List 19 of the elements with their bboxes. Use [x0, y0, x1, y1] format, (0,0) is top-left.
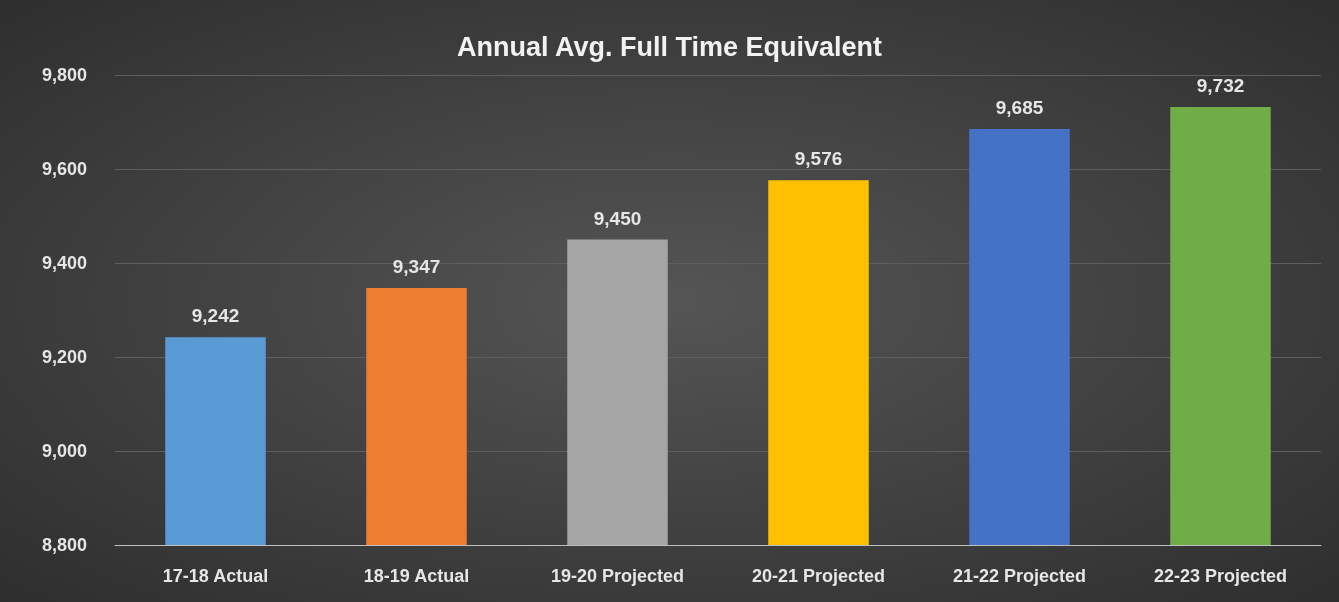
x-tick-label: 19-20 Projected [550, 566, 685, 586]
data-label: 9,347 [392, 255, 441, 277]
chart-title: Annual Avg. Full Time Equivalent [456, 31, 883, 62]
y-tick-label: 9,000 [41, 441, 87, 461]
y-tick-label: 9,400 [41, 253, 87, 273]
data-label: 9,242 [191, 305, 240, 327]
x-tick-label: 22-23 Projected [1153, 566, 1288, 586]
y-tick-label: 9,200 [41, 347, 87, 367]
y-tick-label: 9,800 [41, 65, 87, 85]
x-tick-label: 20-21 Projected [751, 566, 886, 586]
x-tick-label: 21-22 Projected [952, 566, 1087, 586]
data-label: 9,576 [794, 148, 843, 170]
y-tick-label: 9,600 [41, 159, 87, 179]
data-label: 9,450 [593, 207, 642, 229]
data-label: 9,732 [1196, 74, 1245, 96]
x-tick-label: 17-18 Actual [162, 566, 269, 586]
data-label: 9,685 [995, 97, 1044, 119]
y-tick-label: 8,800 [41, 535, 87, 555]
x-tick-label: 18-19 Actual [363, 566, 470, 586]
